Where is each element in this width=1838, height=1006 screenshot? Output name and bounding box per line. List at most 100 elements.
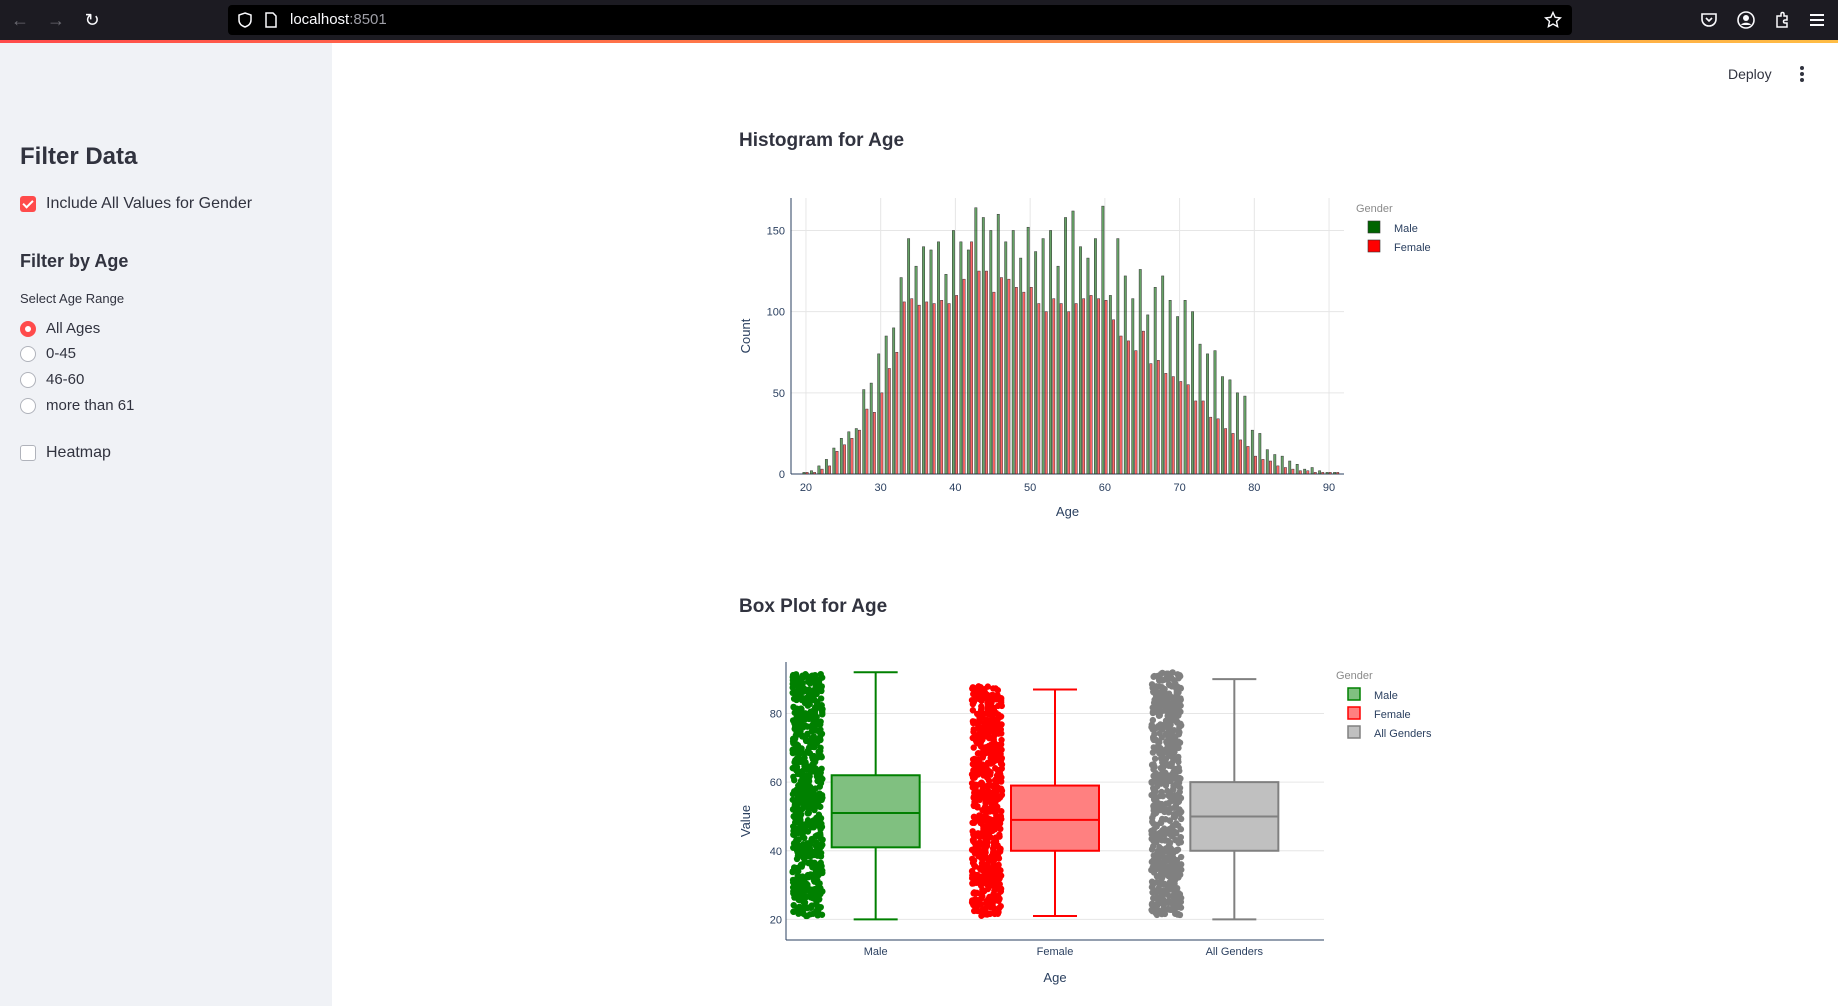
- data-point: [1175, 798, 1183, 805]
- checkbox-checked-icon[interactable]: [20, 196, 36, 212]
- histogram-bar-male: [832, 447, 836, 475]
- data-point: [1160, 901, 1168, 908]
- age-option-46-60[interactable]: 46-60: [20, 371, 84, 388]
- points-female: [968, 683, 1006, 919]
- url-text[interactable]: localhost:8501: [290, 11, 387, 28]
- data-point: [810, 707, 817, 714]
- main-menu-icon[interactable]: [1798, 64, 1806, 84]
- checkbox-unchecked-icon[interactable]: [20, 445, 36, 461]
- data-point: [975, 749, 982, 757]
- data-point: [997, 699, 1005, 706]
- data-point: [983, 774, 991, 781]
- data-point: [1177, 815, 1185, 823]
- data-point: [1164, 717, 1171, 724]
- histogram-bar-male: [944, 274, 948, 475]
- data-point: [976, 714, 983, 722]
- data-point: [1163, 737, 1171, 745]
- radio-icon[interactable]: [20, 397, 36, 414]
- forward-icon[interactable]: →: [47, 10, 65, 30]
- data-point: [1170, 829, 1177, 836]
- histogram-bar-male: [1094, 238, 1097, 475]
- histogram-bar-female: [828, 465, 831, 475]
- data-point: [976, 796, 983, 804]
- address-bar[interactable]: localhost:8501: [228, 5, 1572, 35]
- account-icon[interactable]: [1736, 10, 1756, 30]
- data-point: [789, 671, 797, 679]
- histogram-bar-male: [1026, 226, 1030, 475]
- data-point: [997, 778, 1005, 785]
- boxplot-title: Box Plot for Age: [739, 596, 888, 617]
- data-point: [1152, 772, 1159, 780]
- include-all-gender-label: Include All Values for Gender: [46, 195, 253, 212]
- histogram-bar-female: [917, 304, 921, 475]
- data-point: [996, 794, 1004, 801]
- back-icon[interactable]: ←: [11, 10, 29, 30]
- histogram-bar-female: [805, 472, 809, 475]
- bookmark-star-icon[interactable]: [1544, 11, 1562, 29]
- histogram-bar-male: [959, 241, 963, 475]
- data-point: [1167, 746, 1175, 753]
- data-point: [813, 701, 821, 709]
- data-point: [983, 694, 991, 702]
- data-point: [970, 728, 977, 736]
- histogram-bar-male: [966, 249, 970, 475]
- data-point: [1153, 879, 1160, 886]
- data-point: [981, 803, 989, 811]
- reload-icon[interactable]: ↻: [84, 10, 100, 30]
- data-point: [1176, 729, 1183, 736]
- data-point: [997, 813, 1005, 820]
- histogram-bar-male: [802, 472, 806, 475]
- include-all-gender-checkbox[interactable]: Include All Values for Gender: [20, 195, 252, 213]
- data-point: [994, 910, 1002, 917]
- data-point: [970, 744, 977, 751]
- histogram-bar-male: [1221, 376, 1224, 475]
- x-axis-title: Age: [1056, 504, 1079, 519]
- data-point: [1168, 761, 1175, 768]
- shield-icon[interactable]: [236, 11, 254, 29]
- data-point: [818, 730, 826, 738]
- deploy-button[interactable]: Deploy: [1728, 66, 1772, 82]
- data-point: [811, 791, 818, 798]
- menu-icon[interactable]: [1807, 10, 1827, 30]
- data-point: [990, 839, 997, 846]
- data-point: [1152, 796, 1160, 803]
- data-point: [972, 889, 979, 897]
- y-tick-label: 0: [779, 469, 785, 481]
- extensions-icon[interactable]: [1772, 10, 1792, 30]
- heatmap-checkbox[interactable]: Heatmap: [20, 444, 111, 462]
- histogram-bar-female: [932, 303, 936, 475]
- data-point: [1175, 764, 1182, 771]
- pocket-icon[interactable]: [1699, 10, 1719, 30]
- data-point: [982, 716, 990, 724]
- data-point: [802, 848, 809, 855]
- histogram-bar-female: [1089, 295, 1093, 475]
- data-point: [983, 842, 991, 850]
- data-point: [1159, 792, 1167, 800]
- histogram-bar-male: [1325, 472, 1329, 475]
- data-point: [799, 889, 807, 896]
- histogram-bar-male: [937, 241, 940, 475]
- age-option-all[interactable]: All Ages: [20, 320, 100, 337]
- age-option-0-45[interactable]: 0-45: [20, 345, 76, 362]
- data-point: [807, 783, 814, 791]
- data-point: [1162, 888, 1169, 895]
- legend-title: Gender: [1336, 670, 1373, 682]
- histogram-bar-female: [1269, 460, 1272, 475]
- data-point: [989, 750, 997, 758]
- histogram-bar-female: [1276, 465, 1280, 475]
- data-point: [1158, 734, 1166, 741]
- histogram-bar-male: [1101, 205, 1105, 475]
- radio-icon[interactable]: [20, 345, 36, 362]
- histogram-bar-male: [1168, 300, 1172, 475]
- data-point: [977, 873, 984, 880]
- data-point: [1165, 808, 1172, 816]
- radio-selected-icon[interactable]: [20, 320, 36, 337]
- data-point: [970, 819, 978, 827]
- x-tick-label: Male: [864, 946, 888, 958]
- data-point: [971, 781, 978, 788]
- age-option-61-plus[interactable]: more than 61: [20, 397, 134, 414]
- radio-icon[interactable]: [20, 371, 36, 388]
- data-point: [808, 835, 816, 843]
- histogram-bar-male: [907, 238, 911, 475]
- data-point: [1167, 777, 1174, 785]
